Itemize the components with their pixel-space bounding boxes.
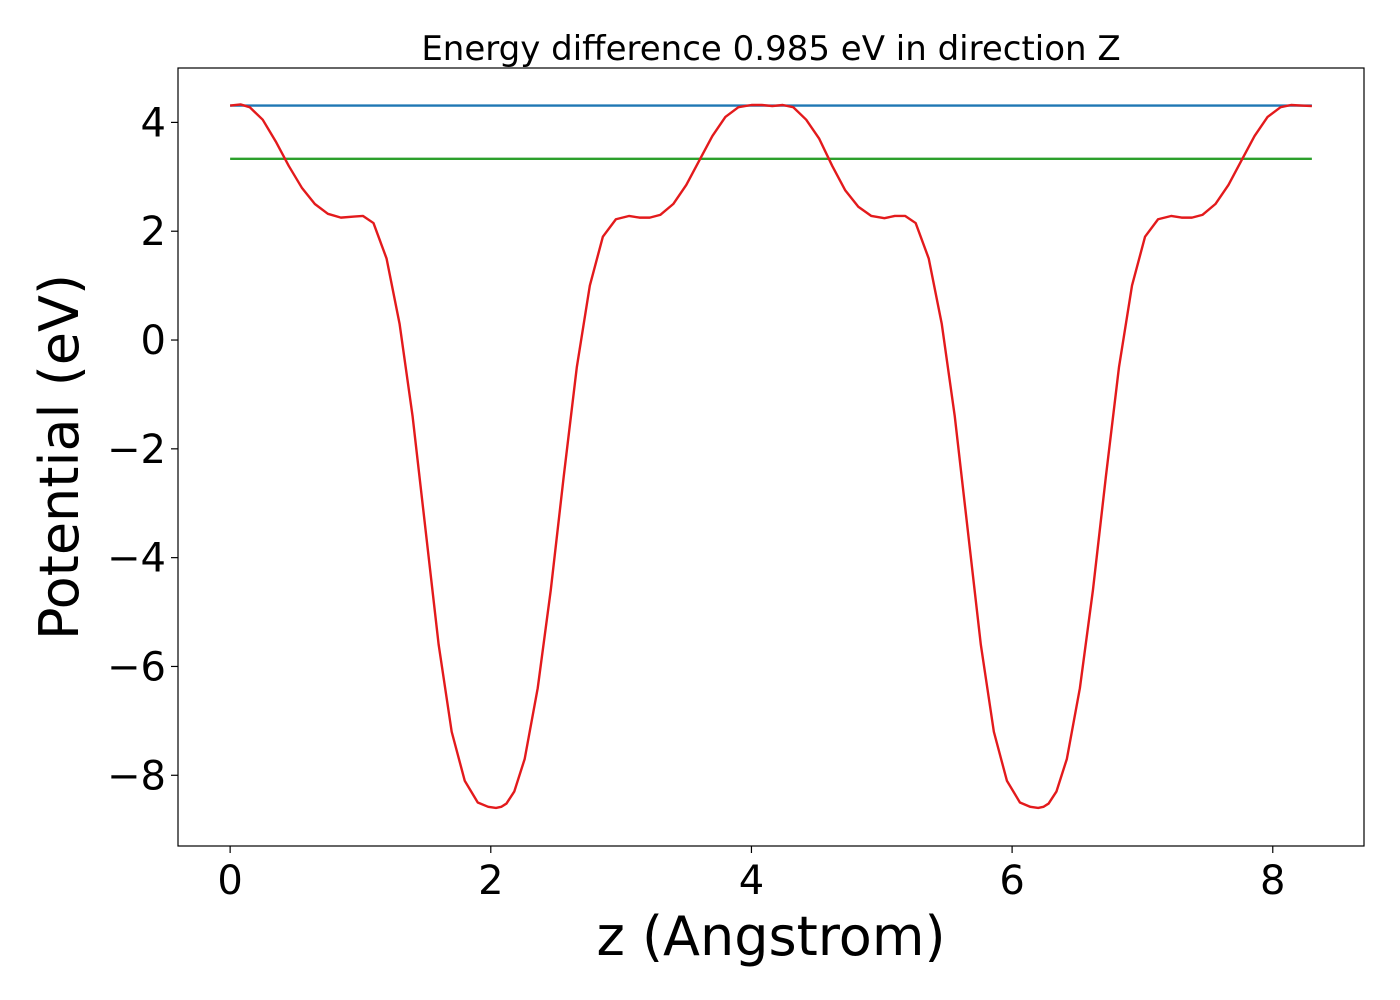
y-tick-label: −6 bbox=[107, 644, 166, 690]
x-tick-label: 6 bbox=[999, 858, 1024, 904]
chart-title: Energy difference 0.985 eV in direction … bbox=[421, 29, 1120, 69]
y-tick-label: −4 bbox=[107, 536, 166, 582]
y-tick-label: 4 bbox=[141, 100, 166, 146]
x-tick-label: 2 bbox=[478, 858, 503, 904]
x-tick-label: 4 bbox=[739, 858, 764, 904]
axes-frame bbox=[177, 67, 1365, 847]
y-axis-title: Potential (eV) bbox=[28, 274, 91, 640]
y-tick-label: −8 bbox=[107, 753, 166, 799]
x-axis: 0 2 4 6 8 bbox=[217, 846, 1285, 904]
y-tick-label: 0 bbox=[141, 318, 166, 364]
y-tick-label: 2 bbox=[141, 209, 166, 255]
potential-curve bbox=[230, 103, 1312, 810]
x-axis-title: z (Angstrom) bbox=[596, 905, 945, 968]
x-tick-label: 8 bbox=[1260, 858, 1285, 904]
y-axis: −8 −6 −4 −2 0 2 4 bbox=[107, 100, 178, 799]
y-tick-label: −2 bbox=[107, 427, 166, 473]
x-tick-label: 0 bbox=[217, 858, 242, 904]
plot-area bbox=[230, 103, 1312, 810]
